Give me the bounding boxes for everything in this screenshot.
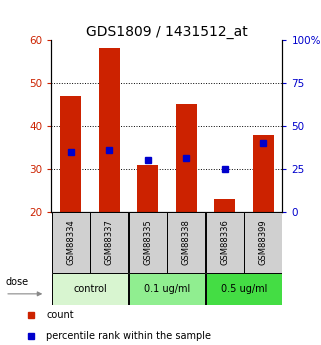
- Text: GSM88335: GSM88335: [143, 219, 152, 265]
- Text: GSM88399: GSM88399: [259, 219, 268, 265]
- Bar: [137, 165, 158, 212]
- Text: GSM88336: GSM88336: [220, 219, 229, 265]
- Bar: [52, 273, 128, 305]
- Title: GDS1809 / 1431512_at: GDS1809 / 1431512_at: [86, 24, 248, 39]
- Bar: [167, 212, 205, 273]
- Bar: [129, 273, 205, 305]
- Text: count: count: [46, 310, 74, 320]
- Bar: [176, 104, 197, 212]
- Text: dose: dose: [5, 277, 28, 287]
- Bar: [253, 135, 274, 212]
- Bar: [90, 212, 128, 273]
- Text: 0.5 ug/ml: 0.5 ug/ml: [221, 284, 267, 294]
- Bar: [99, 48, 120, 212]
- Text: GSM88337: GSM88337: [105, 219, 114, 265]
- Text: GSM88334: GSM88334: [66, 219, 75, 265]
- Bar: [206, 212, 244, 273]
- Bar: [60, 96, 81, 212]
- Text: GSM88338: GSM88338: [182, 219, 191, 265]
- Bar: [244, 212, 282, 273]
- FancyArrowPatch shape: [8, 292, 41, 296]
- Bar: [214, 199, 235, 212]
- Bar: [52, 212, 90, 273]
- Bar: [129, 212, 167, 273]
- Bar: [206, 273, 282, 305]
- Text: control: control: [73, 284, 107, 294]
- Text: percentile rank within the sample: percentile rank within the sample: [46, 331, 211, 341]
- Text: 0.1 ug/ml: 0.1 ug/ml: [144, 284, 190, 294]
